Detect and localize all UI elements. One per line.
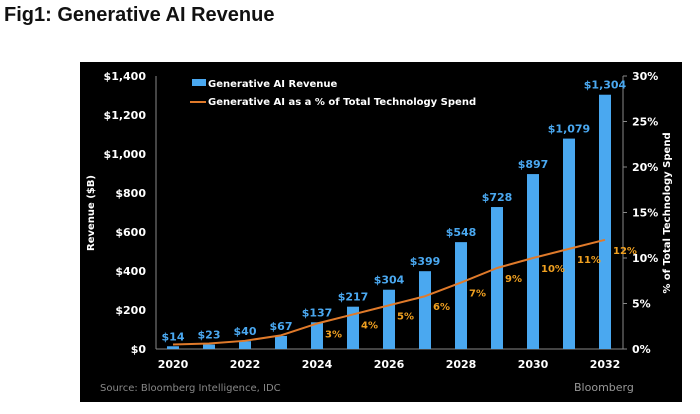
legend-line-label: Generative AI as a % of Total Technology… (208, 97, 476, 108)
legend-bar-swatch (192, 79, 206, 86)
source-note: Source: Bloomberg Intelligence, IDC (100, 383, 281, 394)
bar-2031 (563, 138, 575, 349)
bar-2020 (167, 346, 179, 349)
y2-tick-label: 0% (632, 343, 651, 356)
bar-2032 (599, 94, 611, 349)
y2-tick-label: 5% (632, 298, 651, 311)
percent-label: 9% (505, 274, 522, 285)
y-tick-label: $800 (115, 187, 146, 200)
y2-tick-label: 10% (632, 252, 658, 265)
percent-label: 5% (397, 311, 414, 322)
bar-value-label: $548 (446, 226, 477, 239)
bar-2026 (383, 289, 395, 349)
brand-logo: Bloomberg (574, 381, 634, 394)
bar-value-label: $1,304 (584, 79, 627, 92)
bar-2027 (419, 271, 431, 349)
y-axis-title: Revenue ($B) (86, 175, 97, 251)
y2-tick-label: 25% (632, 116, 658, 129)
bar-2030 (527, 174, 539, 349)
bar-2023 (275, 335, 287, 349)
y-tick-label: $200 (115, 304, 146, 317)
y-tick-label: $600 (115, 226, 146, 239)
bar-2024 (311, 322, 323, 349)
x-tick-label: 2030 (518, 358, 549, 371)
bar-value-label: $217 (338, 291, 369, 304)
bar-value-label: $40 (234, 325, 257, 338)
x-tick-label: 2020 (158, 358, 189, 371)
percent-line (172, 238, 606, 346)
x-tick-label: 2026 (374, 358, 405, 371)
percent-label: 4% (361, 320, 378, 331)
bar-2021 (203, 344, 215, 349)
bar-value-label: $23 (198, 329, 221, 342)
y-tick-label: $0 (131, 343, 147, 356)
bar-2022 (239, 341, 251, 349)
figure-title: Fig1: Generative AI Revenue (4, 4, 275, 26)
x-tick-label: 2028 (446, 358, 477, 371)
x-tick-label: 2032 (590, 358, 621, 371)
y2-tick-label: 30% (632, 70, 658, 83)
bar-2025 (347, 306, 359, 349)
legend-bar-label: Generative AI Revenue (208, 79, 338, 90)
percent-label: 3% (325, 330, 342, 341)
bar-value-label: $399 (410, 255, 441, 268)
bar-value-label: $728 (482, 191, 513, 204)
percent-label: 7% (469, 289, 486, 300)
bar-value-label: $1,079 (548, 123, 590, 136)
y-tick-label: $1,200 (104, 109, 147, 122)
bar-value-label: $67 (270, 320, 293, 333)
y-tick-label: $400 (115, 265, 146, 278)
percent-label: 6% (433, 302, 450, 313)
bar-value-label: $304 (374, 274, 405, 287)
y-tick-label: $1,400 (104, 70, 147, 83)
y-tick-label: $1,000 (104, 148, 147, 161)
y2-tick-label: 20% (632, 161, 658, 174)
percent-label: 12% (613, 246, 637, 257)
x-tick-label: 2022 (230, 358, 261, 371)
percent-label: 10% (541, 264, 565, 275)
chart-background (80, 62, 682, 402)
bar-2029 (491, 207, 503, 349)
bar-value-label: $14 (162, 330, 185, 343)
bar-value-label: $137 (302, 306, 333, 319)
y2-tick-label: 15% (632, 207, 658, 220)
bar-2028 (455, 242, 467, 349)
y2-axis-title: % of Total Technology Spend (662, 132, 673, 293)
percent-label: 11% (577, 255, 601, 266)
bar-value-label: $897 (518, 158, 549, 171)
x-tick-label: 2024 (302, 358, 333, 371)
